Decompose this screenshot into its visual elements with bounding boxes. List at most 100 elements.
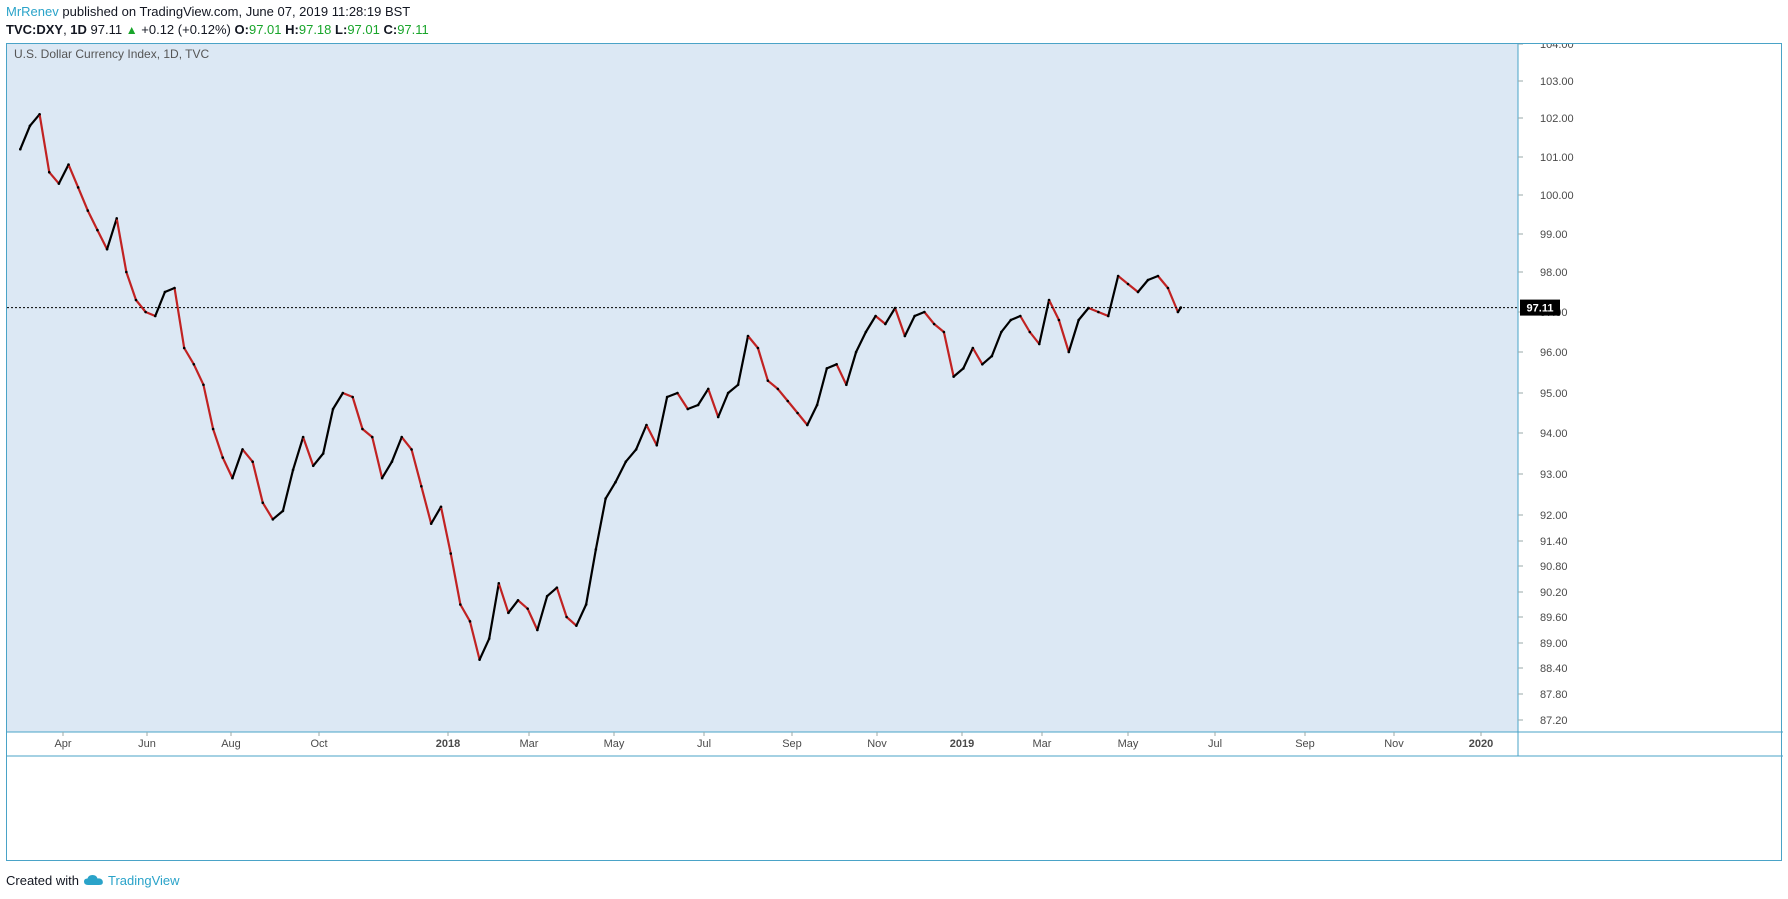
price-point [676, 391, 679, 395]
price-point [291, 468, 295, 472]
price-segment [962, 346, 974, 370]
chart-frame: U.S. Dollar Currency Index, 1D, TVC 104.0… [6, 43, 1783, 862]
price-point [786, 399, 790, 403]
price-chart[interactable]: U.S. Dollar Currency Index, 1D, TVC 104.0… [7, 44, 1783, 862]
author-link[interactable]: MrRenev [6, 4, 59, 19]
created-with-text: Created with [6, 873, 79, 888]
price-point [923, 310, 926, 314]
y-tick-label: 89.60 [1540, 612, 1568, 624]
price-segment [19, 124, 32, 151]
price-segment [1087, 306, 1100, 314]
price-point [634, 448, 638, 451]
price-point [468, 620, 472, 623]
y-tick-label: 103.00 [1540, 76, 1574, 88]
price-segment [655, 395, 669, 447]
price-point [1136, 290, 1140, 294]
price-segment [736, 334, 750, 386]
price-point [686, 407, 690, 411]
high-key: H: [285, 22, 299, 37]
price-segment [497, 582, 510, 614]
up-triangle-icon: ▲ [125, 23, 138, 37]
y-tick-label: 94.00 [1540, 428, 1568, 440]
price-point [981, 363, 984, 366]
price-segment [478, 637, 491, 661]
price-segment [400, 436, 413, 451]
price-point [231, 476, 234, 480]
price-point [261, 501, 265, 505]
price-segment [1019, 314, 1031, 334]
price-point [410, 448, 413, 451]
price-segment [420, 485, 433, 525]
y-tick-label: 100.00 [1540, 190, 1574, 202]
price-point [86, 209, 90, 212]
price-segment [1146, 274, 1160, 282]
price-segment [281, 468, 295, 512]
price-segment [854, 330, 867, 354]
price-point [913, 314, 916, 318]
price-point [115, 217, 119, 220]
price-segment [96, 229, 109, 251]
price-point [1126, 282, 1130, 286]
price-point [134, 298, 138, 302]
ohlc-legend: TVC:DXY, 1D 97.11 ▲ +0.12 (+0.12%) O:97.… [6, 22, 429, 37]
price-segment [371, 436, 384, 480]
price-segment [351, 395, 364, 431]
current-price-label: 97.11 [1527, 303, 1554, 315]
price-segment [666, 391, 679, 399]
price-point [96, 228, 99, 232]
price-point [864, 330, 868, 334]
price-point [202, 383, 205, 387]
y-tick-label: 90.80 [1540, 561, 1568, 573]
price-point [665, 395, 669, 399]
price-point [311, 464, 315, 468]
price-point [507, 611, 510, 615]
price-segment [536, 595, 549, 632]
price-segment [981, 355, 993, 366]
price-segment [952, 367, 965, 378]
price-point [351, 395, 354, 399]
price-segment [796, 411, 809, 427]
price-segment [192, 363, 205, 386]
y-tick-label: 95.00 [1540, 388, 1568, 400]
price-segment [341, 391, 354, 399]
price-point [575, 624, 578, 627]
publish-info: MrRenev published on TradingView.com, Ju… [6, 4, 410, 19]
price-segment [105, 217, 118, 251]
price-segment [115, 217, 128, 274]
price-point [1176, 310, 1180, 314]
price-segment [806, 403, 819, 427]
price-point [716, 415, 720, 419]
price-segment [1009, 314, 1022, 322]
price-point [962, 367, 965, 370]
price-segment [86, 209, 99, 232]
price-point [624, 460, 628, 464]
x-tick-label: Jul [1208, 738, 1222, 750]
price-segment [134, 298, 147, 314]
tradingview-brand[interactable]: TradingView [108, 873, 180, 888]
price-segment [825, 363, 838, 370]
price-segment [1000, 318, 1012, 334]
price-point [736, 383, 740, 387]
price-segment [57, 163, 70, 185]
price-point [182, 346, 186, 350]
price-point [47, 170, 51, 174]
price-segment [516, 599, 529, 610]
price-point [835, 363, 838, 366]
price-point [459, 603, 462, 606]
price-segment [211, 427, 224, 459]
price-point [545, 594, 549, 598]
price-segment [331, 391, 344, 411]
price-segment [251, 460, 264, 504]
price-point [163, 290, 167, 294]
price-segment [38, 113, 51, 174]
price-point [536, 628, 539, 632]
footer: Created with TradingView [6, 873, 180, 888]
published-text: published on TradingView.com, June 07, 2… [62, 4, 411, 19]
price-point [1000, 330, 1003, 334]
price-point [1077, 318, 1080, 322]
price-segment [526, 607, 539, 632]
price-segment [291, 436, 305, 471]
y-tick-label: 89.00 [1540, 638, 1568, 650]
x-tick-label: Jun [138, 738, 156, 750]
price-point [990, 354, 994, 358]
